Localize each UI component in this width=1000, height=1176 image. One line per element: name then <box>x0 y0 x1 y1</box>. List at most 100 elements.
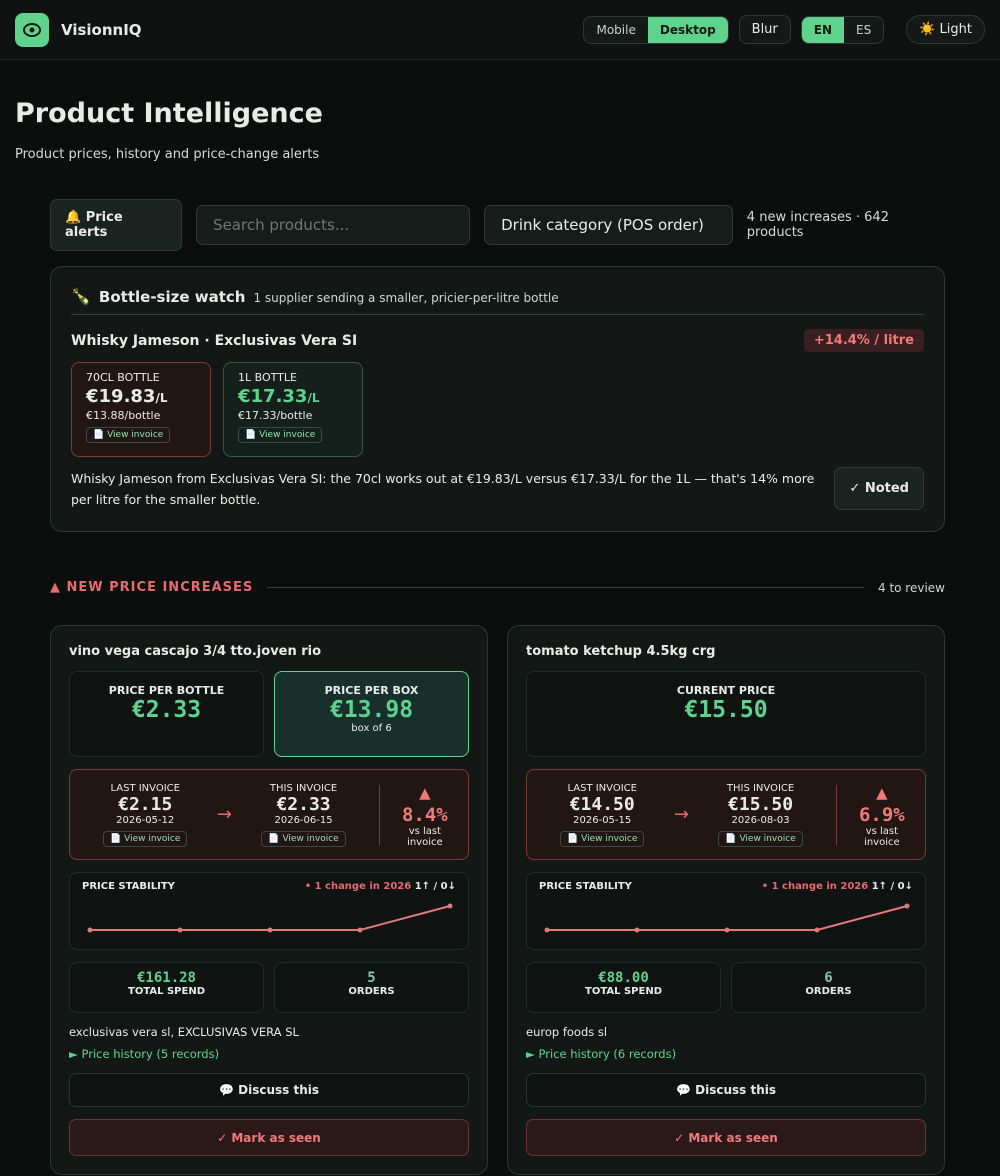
arrow: → <box>673 804 689 825</box>
label: LAST INVOICE <box>110 782 180 794</box>
label: ORDERS <box>805 986 852 997</box>
label: 1L BOTTLE <box>238 371 297 384</box>
label: CURRENT PRICE <box>676 684 776 697</box>
date: 2026-06-15 <box>274 814 333 826</box>
seen[interactable]: ✓ Mark as seen <box>69 1119 469 1156</box>
theme[interactable]: ☀️ Light <box>906 15 985 44</box>
value: €2.15 <box>118 793 173 815</box>
link[interactable]: 📄 View invoice <box>103 830 188 847</box>
label: LAST INVOICE <box>567 782 637 794</box>
history[interactable]: ► Price history (5 records) <box>69 1047 220 1061</box>
blur[interactable]: Blur <box>738 15 791 44</box>
label: PRICE PER BOX <box>324 684 419 697</box>
iv: LAST INVOICE €14.50 2026-05-15 📄 View invoi… <box>537 783 667 847</box>
card: tomato ketchup 4.5kg crg CURRENT PRICE €15… <box>507 625 945 1175</box>
prod: Whisky Jameson · Exclusivas Vera SI +14.4… <box>71 329 924 352</box>
label: 70CL BOTTLE <box>86 371 160 384</box>
per-bottle: €17.33/bottle <box>238 409 313 422</box>
unit: /L <box>307 391 320 405</box>
value: €15.50 <box>684 697 768 723</box>
top-bar: VisionnIQ Mobile Desktop Blur EN ES ☀️ Lig… <box>0 0 1000 60</box>
label: PRICE PER BOTTLE <box>108 684 225 697</box>
value: €14.50 <box>569 793 635 815</box>
sh: PRICE STABILITY • 1 change in 2026 1↑ / 0… <box>539 881 913 892</box>
link[interactable]: 📄 View invoice <box>560 830 645 847</box>
value: €161.28 <box>136 970 196 986</box>
counts: 1↑ / 0↓ <box>871 881 913 892</box>
history[interactable]: ► Price history (6 records) <box>526 1047 677 1061</box>
sparkline-point <box>904 903 910 909</box>
stat: €161.28 TOTAL SPEND <box>69 962 264 1013</box>
discuss[interactable]: 💬 Discuss this <box>69 1073 469 1107</box>
value: €2.33 <box>131 697 202 723</box>
mobile[interactable]: Mobile <box>596 22 636 37</box>
stab: PRICE STABILITY • 1 change in 2026 1↑ / 0… <box>69 872 469 950</box>
search-placeholder[interactable]: Search products... <box>196 205 471 245</box>
right: Mobile Desktop Blur EN ES ☀️ Light <box>583 15 985 44</box>
bp: €19.83/L <box>86 386 196 407</box>
change-note: vs last invoice <box>407 825 443 848</box>
link[interactable]: 📄 View invoice <box>261 830 346 847</box>
value: 5 <box>367 970 376 986</box>
note: • 1 change in 2026 <box>761 881 869 892</box>
suppliers: exclusivas vera sl, EXCLUSIVAS VERA SL <box>69 1025 299 1039</box>
link[interactable]: 📄 View invoice <box>718 830 803 847</box>
message: Whisky Jameson from Exclusivas Vera SI: … <box>71 470 815 507</box>
date: 2026-08-03 <box>731 814 790 826</box>
circle <box>29 27 35 32</box>
chg: ▲ 8.4% vs last invoice <box>378 781 458 848</box>
label: TOTAL SPEND <box>128 986 205 997</box>
category[interactable]: Drink category (POS order) <box>484 205 733 245</box>
sparkline <box>544 903 910 933</box>
value: €15.50 <box>728 793 794 815</box>
row: €88.00 TOTAL SPEND 6 ORDERS <box>526 962 926 1013</box>
counts: 1↑ / 0↓ <box>414 881 456 892</box>
label: THIS INVOICE <box>726 782 795 794</box>
sec: ▲ NEW PRICE INCREASES 4 to review <box>50 580 945 595</box>
noted[interactable]: ✓ Noted <box>834 467 924 510</box>
unit: /L <box>155 391 168 405</box>
desktop[interactable]: Desktop <box>647 16 728 43</box>
product: Whisky Jameson · Exclusivas Vera SI <box>71 332 358 349</box>
iv: THIS INVOICE €2.33 2026-06-15 📄 View invoic… <box>238 783 368 847</box>
row: €161.28 TOTAL SPEND 5 ORDERS <box>69 962 469 1013</box>
sparkline-point <box>544 927 550 933</box>
sparkline-line <box>547 905 908 931</box>
link[interactable]: 📄 View invoice <box>86 427 171 443</box>
sh: PRICE STABILITY • 1 change in 2026 1↑ / 0… <box>82 881 456 892</box>
bottle: 70CL BOTTLE €19.83/L €13.88/bottle 📄 View i… <box>71 362 211 457</box>
seg: EN ES <box>800 15 885 44</box>
alerts[interactable]: 🔔 Price alerts <box>50 199 183 251</box>
stab: PRICE STABILITY • 1 change in 2026 1↑ / 0… <box>526 872 926 950</box>
seen[interactable]: ✓ Mark as seen <box>526 1119 926 1156</box>
discuss[interactable]: 💬 Discuss this <box>526 1073 926 1107</box>
chg: ▲ 6.9% vs last invoice <box>835 781 915 848</box>
subtitle: Product prices, history and price-change… <box>15 147 320 162</box>
name: vino vega cascajo 3/4 tto.joven rio <box>69 644 322 659</box>
stat: €88.00 TOTAL SPEND <box>526 962 721 1013</box>
count: 4 to review <box>878 580 945 595</box>
iv: LAST INVOICE €2.15 2026-05-12 📄 View invoic… <box>80 783 210 847</box>
sparkline-point <box>87 927 93 933</box>
link[interactable]: 📄 View invoice <box>238 427 323 443</box>
seg: Mobile Desktop <box>583 15 729 44</box>
es[interactable]: ES <box>856 22 872 37</box>
sparkline-point <box>357 927 363 933</box>
wt: 🍾 Bottle-size watch 1 supplier sending a s… <box>71 287 924 315</box>
date: 2026-05-15 <box>573 814 632 826</box>
iv: THIS INVOICE €15.50 2026-08-03 📄 View invoi… <box>695 783 825 847</box>
change: ▲ 8.4% <box>401 781 448 826</box>
bottles: 70CL BOTTLE €19.83/L €13.88/bottle 📄 View i… <box>71 362 924 457</box>
change: ▲ 6.9% <box>858 781 905 826</box>
value: 6 <box>824 970 833 986</box>
sparkline-line <box>90 905 451 931</box>
logo[interactable] <box>15 12 49 47</box>
en[interactable]: EN <box>801 16 845 43</box>
title: ▲ NEW PRICE INCREASES <box>50 580 254 595</box>
sparkline-point <box>634 927 640 933</box>
value: €2.33 <box>276 793 331 815</box>
value: €13.98 <box>329 697 414 723</box>
toolbar: 🔔 Price alerts Search products... Drink … <box>50 199 945 251</box>
row: PRICE PER BOTTLE €2.33 PRICE PER BOX €13.98… <box>69 671 469 757</box>
label: ORDERS <box>348 986 395 997</box>
